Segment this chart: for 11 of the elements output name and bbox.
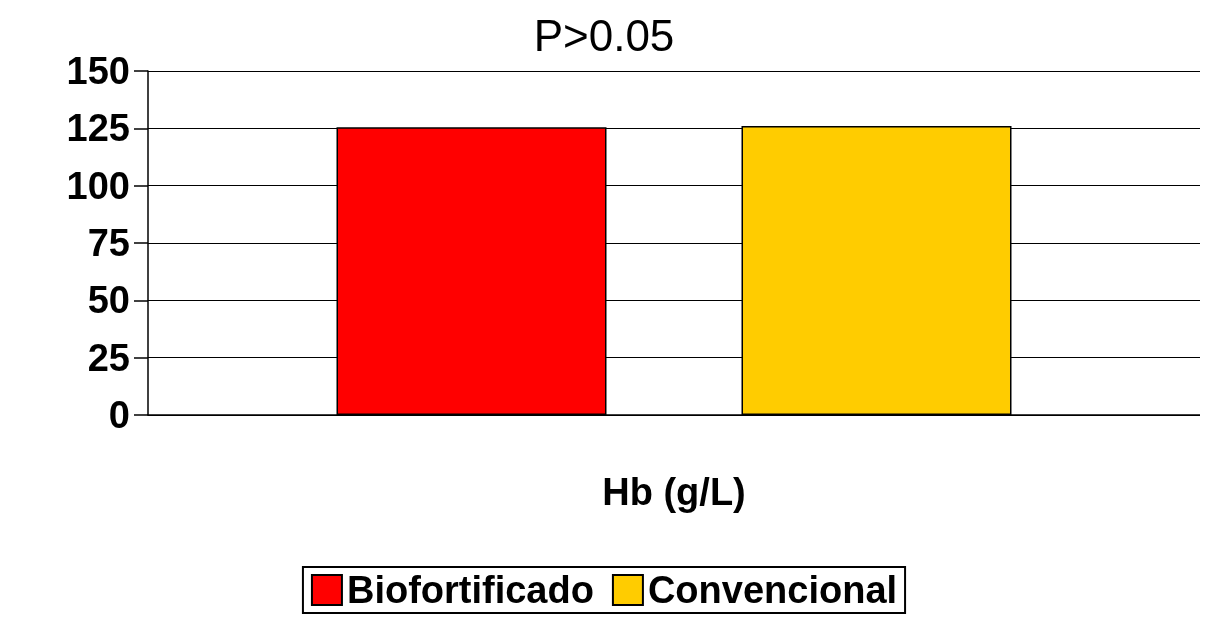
legend-label: Biofortificado (346, 569, 594, 611)
y-tick-label: 0 (108, 394, 130, 436)
y-tick-label: 150 (66, 50, 130, 92)
y-tick-label: 25 (87, 336, 130, 379)
chart-title: P>0.05 (533, 10, 675, 60)
legend-label: Convencional (647, 569, 898, 611)
y-tick-label: 75 (87, 222, 130, 264)
y-tick-label: 100 (66, 164, 130, 207)
y-tick-label: 125 (66, 107, 130, 150)
y-tick-label: 50 (87, 279, 130, 322)
x-tick-label: Hb (g/L) (602, 471, 746, 513)
